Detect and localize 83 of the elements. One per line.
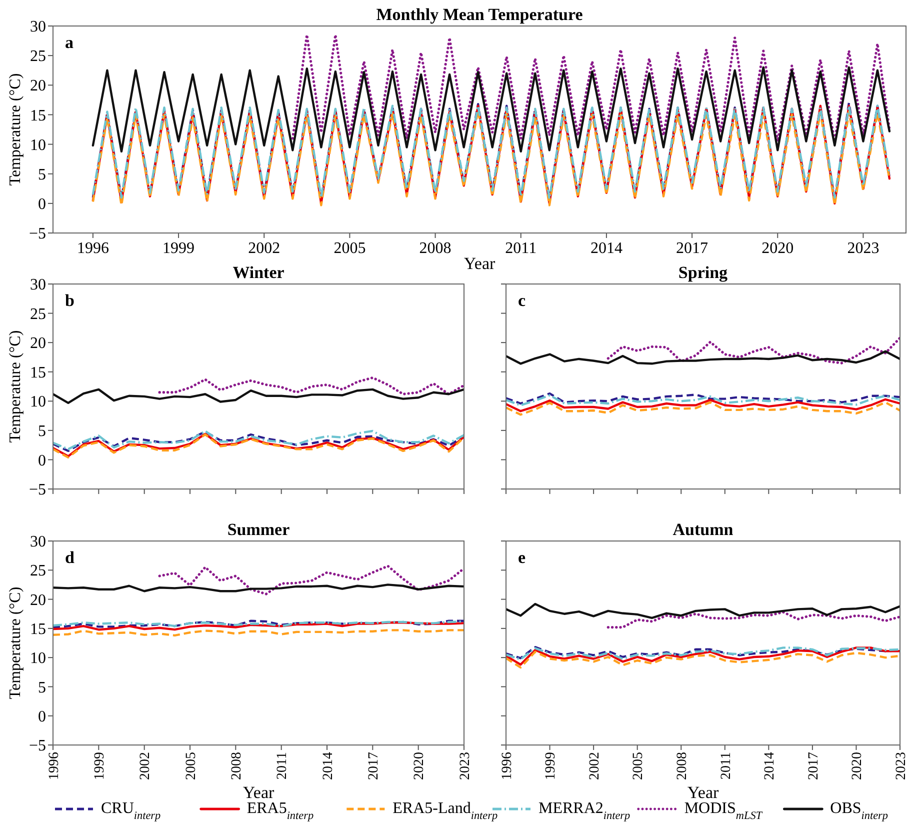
y-tick-label: 20 [30,78,46,95]
chart-title: Spring [678,263,728,282]
x-tick-label: 2002 [587,752,602,780]
legend-label: MODIS$_{mLST}$ [684,800,763,822]
legend-label: CRU$_{interp}$ [101,800,162,822]
annotation: d [65,548,75,567]
y-tick-label: 30 [30,534,46,551]
x-tick-label: 2017 [366,752,382,780]
x-tick-label: 2002 [248,240,280,257]
line-series [291,34,891,143]
y-tick-label: 15 [30,107,46,124]
x-tick-label: 1996 [46,752,62,780]
x-tick-label: 2008 [230,752,245,780]
y-axis-title: Temperature (°C) [7,73,24,186]
y-tick-label: 15 [30,621,46,638]
y-axis-title: Temperature (°C) [7,330,24,443]
x-axis-title: Year [242,783,274,802]
x-axis-title: Year [464,254,496,273]
x-tick-label: 2020 [762,240,794,257]
y-tick-label: 5 [38,423,46,440]
y-tick-label: 15 [30,364,46,382]
line-series [92,66,891,152]
x-tick-label: 1999 [162,240,195,257]
x-tick-label: 2005 [184,752,199,780]
x-tick-label: 2023 [458,752,473,780]
x-tick-label: 2023 [847,240,880,257]
x-tick-label: 2020 [850,752,866,780]
chart-title: Autumn [672,520,734,539]
x-tick-label: 2008 [675,752,690,780]
y-tick-label: 30 [30,18,46,36]
x-tick-label: 1999 [92,752,108,780]
y-tick-label: 10 [30,394,46,411]
y-tick-label: 0 [38,196,46,214]
line-series [53,388,464,404]
x-tick-label: 2011 [275,752,290,780]
line-series [158,564,464,596]
annotation: a [65,33,74,52]
legend-label: OBS$_{interp}$ [830,800,888,822]
x-tick-label: 1996 [500,752,515,780]
y-tick-label: 20 [30,592,46,609]
y-tick-label: 0 [38,452,46,470]
chart-title: Winter [232,263,285,282]
x-tick-label: 2014 [320,752,336,780]
x-tick-label: 2008 [419,240,452,257]
y-tick-label: 25 [30,306,46,323]
legend-label: ERA5-Land$_{interp}$ [392,800,498,822]
annotation: c [518,291,526,310]
chart-title: Summer [227,520,290,539]
y-tick-label: 5 [38,166,46,184]
x-tick-label: 2002 [138,752,154,780]
line-series [53,584,464,592]
y-tick-label: 25 [30,562,46,580]
y-axis-title: Temperature (°C) [7,586,24,700]
legend-label: MERRA2$_{interp}$ [538,800,631,822]
x-tick-label: 2005 [631,752,646,780]
x-tick-label: 2017 [676,240,708,257]
x-tick-label: 1999 [544,752,559,780]
x-tick-label: 2005 [334,240,366,257]
x-tick-label: 2023 [894,752,909,780]
annotation: b [65,291,74,310]
annotation: e [518,548,526,567]
y-tick-label: 0 [38,708,46,726]
y-tick-label: 10 [30,136,46,154]
y-tick-label: −5 [28,226,46,243]
x-tick-label: 2017 [806,752,822,780]
y-tick-label: 10 [30,650,46,668]
x-tick-label: 2014 [590,240,622,257]
legend-label: ERA5$_{interp}$ [246,800,314,822]
y-tick-label: 5 [38,679,46,696]
line-series [158,376,464,396]
x-tick-label: 2011 [718,752,734,780]
y-tick-label: 20 [30,335,46,352]
line-series [53,622,464,631]
y-tick-label: 30 [30,276,46,294]
y-tick-label: −5 [28,482,46,499]
x-tick-label: 2014 [762,752,778,780]
x-tick-label: 2011 [505,240,537,257]
x-axis-title: Year [687,783,719,802]
x-tick-label: 1996 [76,240,109,257]
x-tick-label: 2020 [412,752,428,780]
y-tick-label: −5 [28,738,46,755]
chart-title: Monthly Mean Temperature [376,5,584,24]
y-tick-label: 25 [30,48,46,66]
